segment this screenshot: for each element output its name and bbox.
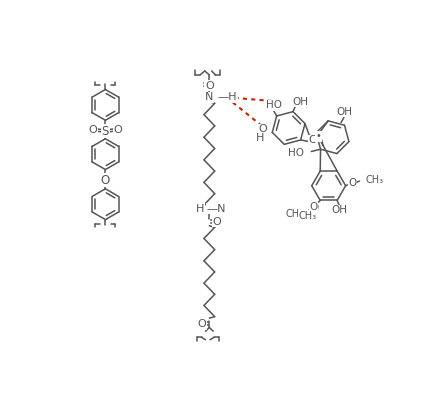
Text: CH₃: CH₃ <box>299 211 317 221</box>
Text: O: O <box>310 203 318 213</box>
Text: O: O <box>258 124 266 134</box>
Text: N: N <box>205 92 214 102</box>
Text: •: • <box>316 131 321 141</box>
Text: HO: HO <box>266 100 282 110</box>
Text: S: S <box>102 124 109 138</box>
Text: H: H <box>256 133 264 143</box>
Text: OH: OH <box>292 96 308 107</box>
Text: O: O <box>113 124 122 135</box>
Text: OH: OH <box>332 206 348 215</box>
Text: CH₃: CH₃ <box>365 176 384 185</box>
Text: H: H <box>196 204 204 214</box>
Text: CH₃: CH₃ <box>285 209 303 219</box>
Text: O: O <box>89 124 98 135</box>
Text: O: O <box>205 81 214 91</box>
Text: O: O <box>197 319 206 329</box>
Text: OH: OH <box>336 107 352 117</box>
Text: O: O <box>309 135 317 145</box>
Text: O: O <box>213 217 221 227</box>
Text: O: O <box>349 178 357 187</box>
Text: O: O <box>309 202 317 212</box>
Text: HO: HO <box>288 148 304 158</box>
Text: —N: —N <box>206 204 226 214</box>
Text: O: O <box>101 174 110 187</box>
Text: —H: —H <box>218 92 237 102</box>
